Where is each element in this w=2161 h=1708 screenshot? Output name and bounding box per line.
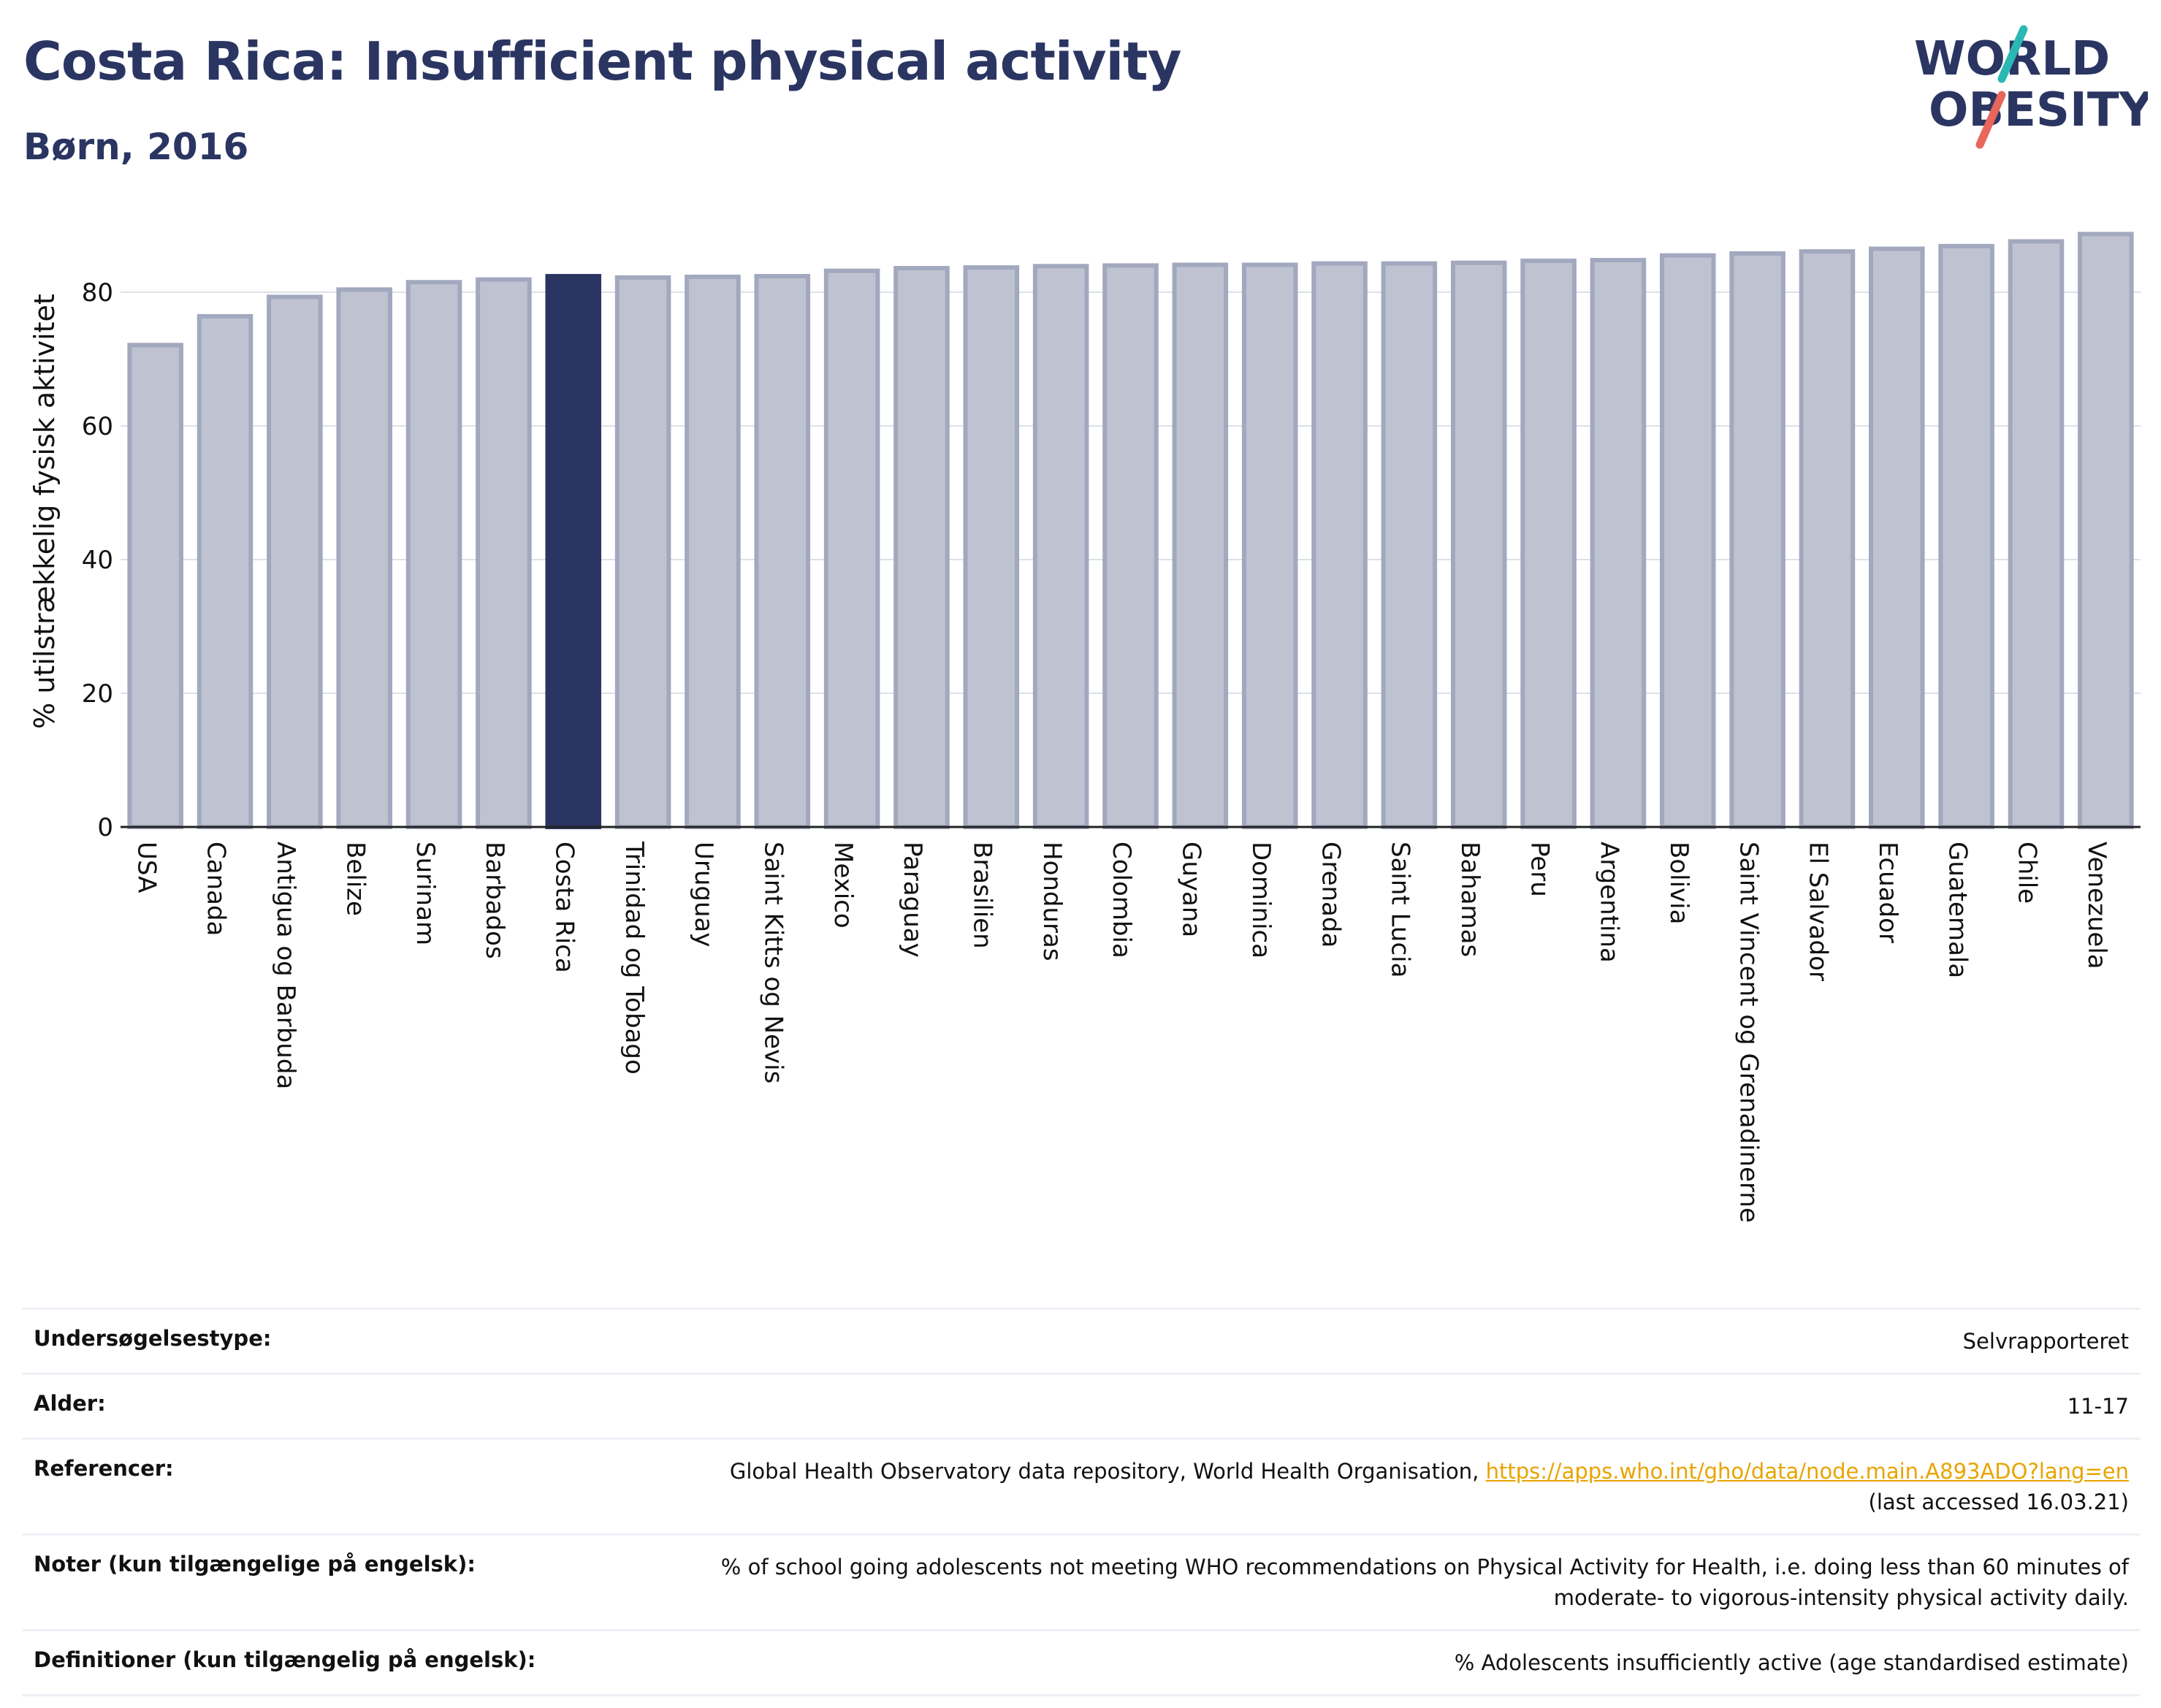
- bar: [476, 277, 532, 829]
- bar: [1311, 261, 1368, 829]
- y-tick-label: 60: [82, 412, 113, 441]
- bar: [685, 274, 741, 829]
- reference-text: Global Health Observatory data repositor…: [729, 1459, 1486, 1484]
- reference-accessed: (last accessed 16.03.21): [1868, 1490, 2129, 1514]
- bar: [2078, 232, 2134, 829]
- meta-value: % Adolescents insufficiently active (age…: [1454, 1650, 2129, 1675]
- meta-label: Noter (kun tilgængelige på engelsk):: [34, 1552, 476, 1577]
- bar: [1450, 260, 1507, 829]
- y-axis-label: % utilstrækkelig fysisk aktivitet: [28, 294, 61, 729]
- meta-label: Undersøgelsestype:: [34, 1326, 272, 1351]
- meta-row-definitions: Definitioner (kun tilgængelig på engelsk…: [22, 1629, 2141, 1696]
- y-tick-labels: 0 20 40 60 80: [82, 278, 113, 842]
- chart-subtitle: Børn, 2016: [23, 126, 249, 168]
- x-tick-label: Bahamas: [1455, 842, 1485, 957]
- bar: [754, 274, 811, 830]
- reference-link[interactable]: https://apps.who.int/gho/data/node.main.…: [1485, 1459, 2129, 1484]
- x-tick-label: Uruguay: [689, 842, 718, 948]
- bar: [1659, 253, 1716, 829]
- y-tick-label: 0: [97, 813, 113, 842]
- x-tick-label: Mexico: [828, 842, 858, 929]
- x-tick-label: Antigua og Barbuda: [271, 842, 300, 1089]
- x-tick-label: Costa Rica: [549, 842, 579, 973]
- bar-highlighted: [545, 274, 602, 830]
- x-tick-label: Guyana: [1177, 842, 1206, 937]
- world-obesity-logo: WORLD OBESITY: [1914, 25, 2148, 149]
- logo-slash-top: [1997, 25, 2028, 83]
- bar: [127, 343, 183, 830]
- logo-slash-bottom: [1975, 91, 2006, 149]
- bar: [1729, 251, 1785, 829]
- bar: [614, 275, 671, 829]
- x-tick-label: Canada: [202, 842, 231, 936]
- meta-label: Referencer:: [34, 1456, 174, 1481]
- x-tick-label: Saint Lucia: [1386, 842, 1415, 977]
- meta-label: Alder:: [34, 1391, 106, 1416]
- bar-chart: 0 20 40 60 80 USA Canada Antigua og Barbuda Bel…: [28, 232, 2141, 1223]
- x-tick-label: Surinam: [411, 842, 440, 945]
- chart-title: Costa Rica: Insufficient physical activi…: [23, 31, 1182, 92]
- bar: [1381, 261, 1438, 829]
- bar: [1241, 262, 1298, 829]
- meta-value: 11-17: [2067, 1394, 2129, 1419]
- bar: [336, 287, 392, 829]
- bar: [1869, 246, 1925, 829]
- logo-line2: OBESITY: [1929, 83, 2148, 137]
- bar: [963, 265, 1020, 829]
- bar: [197, 313, 254, 829]
- meta-value: Selvrapporteret: [1962, 1329, 2129, 1354]
- bar: [893, 266, 950, 829]
- bar: [405, 280, 462, 829]
- bar: [2008, 239, 2065, 829]
- x-tick-label: El Salvador: [1804, 842, 1833, 981]
- x-tick-labels: USA Canada Antigua og Barbuda Belize Surinam…: [132, 841, 2111, 1223]
- bar: [267, 294, 323, 829]
- meta-row-age: Alder: 11-17: [22, 1373, 2141, 1438]
- x-tick-label: Dominica: [1246, 842, 1276, 958]
- bar: [1102, 263, 1159, 829]
- x-tick-label: Saint Vincent og Grenadinerne: [1734, 842, 1763, 1223]
- bar: [1172, 262, 1229, 829]
- meta-row-survey-type: Undersøgelsestype: Selvrapporteret: [22, 1308, 2141, 1373]
- y-tick-label: 40: [82, 546, 113, 575]
- meta-value: % of school going adolescents not meetin…: [720, 1555, 2129, 1610]
- x-tick-label: Trinidad og Tobago: [620, 841, 649, 1075]
- bar: [1590, 258, 1647, 829]
- meta-value-references: Global Health Observatory data repositor…: [730, 1456, 2129, 1517]
- x-tick-label: Saint Kitts og Nevis: [758, 842, 788, 1083]
- x-tick-label: Argentina: [1595, 842, 1624, 963]
- y-tick-label: 80: [82, 278, 113, 308]
- bar: [1799, 249, 1856, 829]
- bar: [1520, 258, 1577, 829]
- x-tick-label: Guatemala: [1943, 842, 1972, 978]
- bar: [1938, 243, 1994, 829]
- x-tick-label: Peru: [1525, 842, 1554, 897]
- x-tick-label: Honduras: [1037, 842, 1067, 961]
- y-tick-label: 20: [82, 679, 113, 709]
- x-tick-label: Grenada: [1316, 842, 1345, 948]
- x-tick-label: Belize: [340, 842, 370, 916]
- x-tick-label: Chile: [2013, 842, 2042, 904]
- x-tick-label: Venezuela: [2082, 842, 2111, 969]
- bar: [1032, 264, 1089, 829]
- x-tick-label: Paraguay: [898, 842, 927, 958]
- metadata-table: Undersøgelsestype: Selvrapporteret Alder…: [22, 1308, 2141, 1696]
- x-tick-label: Ecuador: [1873, 842, 1902, 943]
- bar: [823, 268, 880, 830]
- x-tick-label: Brasilien: [968, 842, 997, 949]
- meta-label: Definitioner (kun tilgængelig på engelsk…: [34, 1647, 536, 1672]
- meta-row-notes: Noter (kun tilgængelige på engelsk): % o…: [22, 1533, 2141, 1629]
- x-tick-label: Colombia: [1107, 842, 1136, 958]
- x-tick-label: Bolivia: [1664, 842, 1693, 924]
- x-tick-label: Barbados: [480, 842, 509, 959]
- meta-row-references: Referencer: Global Health Observatory da…: [22, 1438, 2141, 1533]
- bars: [127, 232, 2134, 830]
- x-tick-label: USA: [132, 842, 161, 893]
